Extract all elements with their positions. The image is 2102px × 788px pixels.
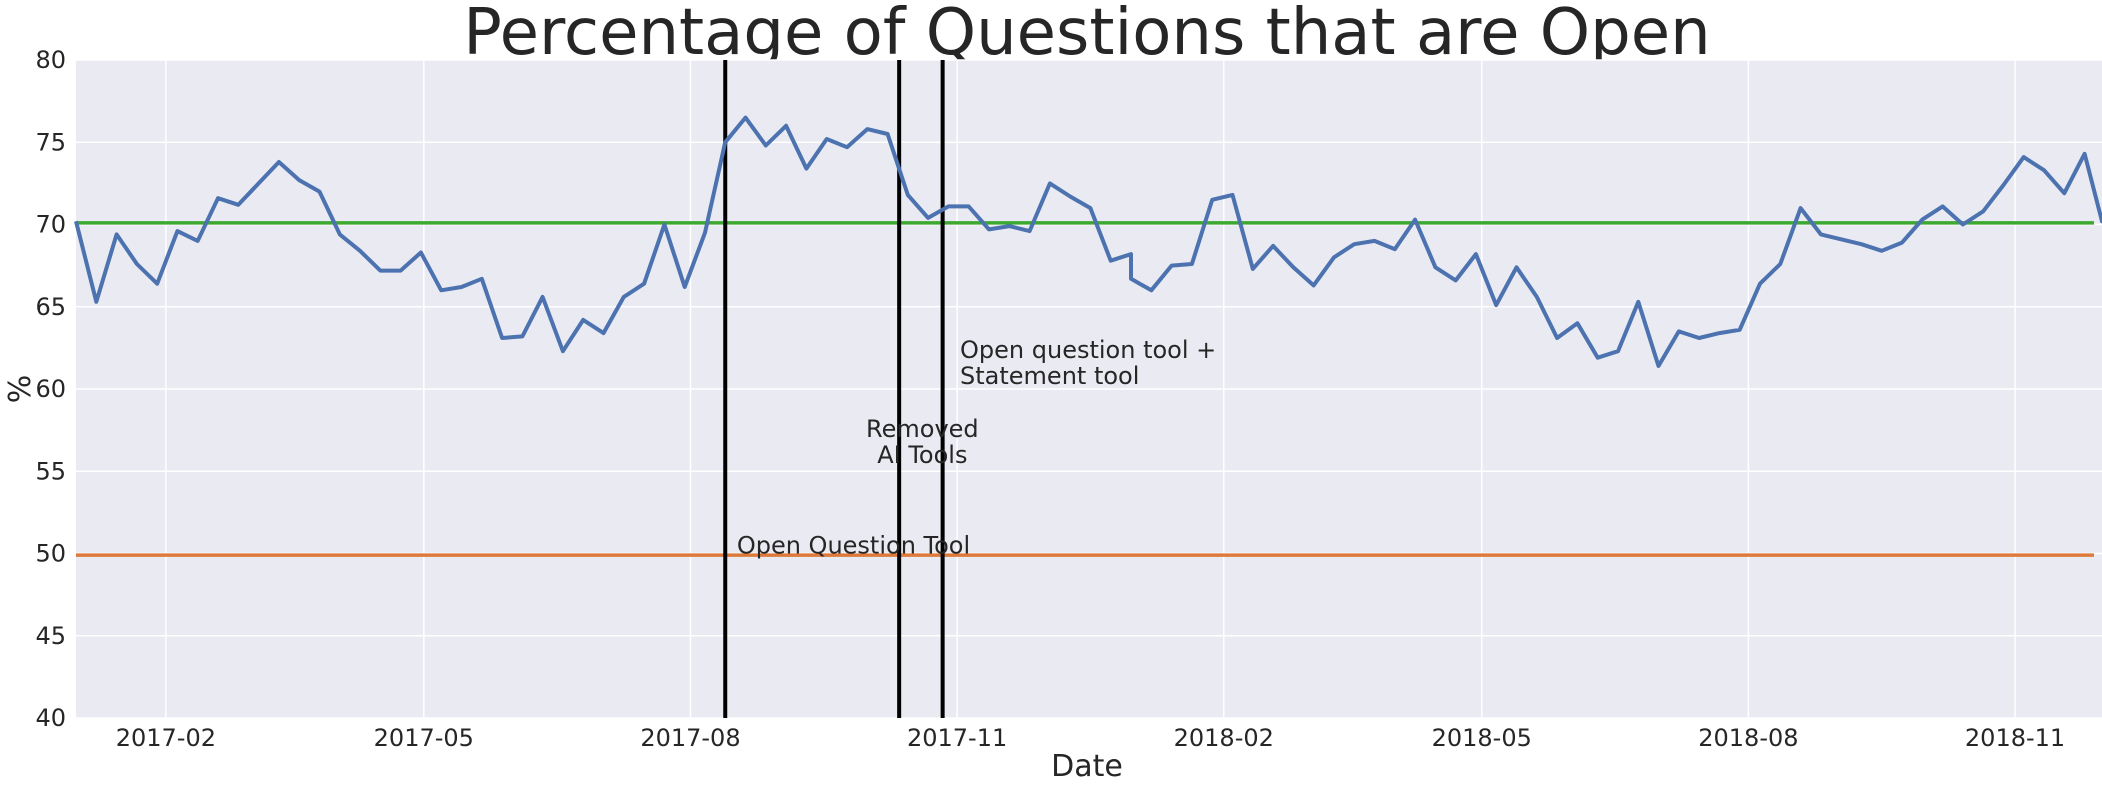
reference-lines [76, 221, 2094, 557]
y-tick-label: 45 [35, 622, 66, 650]
y-tick-labels: 40 45 50 55 60 65 70 75 80 [35, 46, 66, 732]
x-tick-label: 2018-11 [1965, 724, 2065, 752]
y-tick-label: 60 [35, 375, 66, 403]
annotation-line: AI Tools [877, 441, 967, 469]
annotation-label: Removed AI Tools [866, 415, 979, 469]
series-line [74, 115, 2102, 368]
y-tick-label: 55 [35, 457, 66, 485]
y-tick-label: 50 [35, 540, 66, 568]
x-tick-labels: 2017-02 2017-05 2017-08 2017-11 2018-02 2018-… [116, 724, 2065, 752]
y-tick-label: 75 [35, 128, 66, 156]
annotation-line: Removed [866, 415, 979, 443]
x-tick-label: 2018-05 [1432, 724, 1532, 752]
y-tick-label: 65 [35, 293, 66, 321]
series-lines [74, 115, 2102, 368]
annotations: Open Question Tool Removed AI Tools Open qu… [737, 336, 1216, 559]
x-tick-label: 2017-11 [907, 724, 1007, 752]
annotation-line: Open question tool + [960, 336, 1216, 364]
annotation-line: Statement tool [960, 362, 1139, 390]
x-tick-label: 2018-02 [1174, 724, 1274, 752]
annotation-line: Open Question Tool [737, 532, 970, 560]
y-tick-label: 40 [35, 704, 66, 732]
x-tick-label: 2017-02 [116, 724, 216, 752]
y-axis-label: % [3, 375, 38, 404]
y-tick-label: 70 [35, 211, 66, 239]
x-axis-label: Date [1051, 749, 1123, 784]
annotation-label: Open Question Tool [737, 532, 970, 560]
y-tick-label: 80 [35, 46, 66, 74]
chart-title: Percentage of Questions that are Open [463, 0, 1710, 70]
x-tick-label: 2017-08 [640, 724, 740, 752]
annotation-label: Open question tool + Statement tool [960, 336, 1216, 390]
x-tick-label: 2017-05 [374, 724, 474, 752]
x-tick-label: 2018-08 [1698, 724, 1798, 752]
